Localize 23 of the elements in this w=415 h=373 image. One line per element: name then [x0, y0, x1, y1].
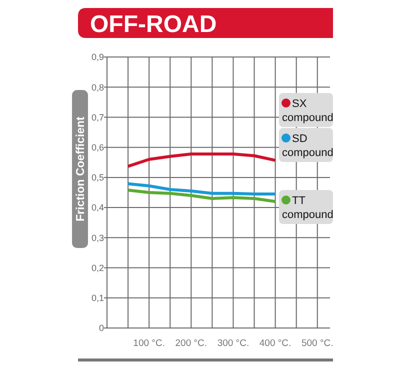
y-tick-label: 0,9: [91, 52, 104, 62]
x-tick-label: 100 °C.: [133, 338, 165, 349]
y-tick-label: 0,4: [91, 202, 104, 213]
y-tick-label: 0,8: [91, 82, 104, 92]
line-series: [126, 188, 277, 204]
legend-label: SX compound: [282, 98, 334, 124]
y-tick-label: 0: [98, 323, 104, 334]
x-tick-label: 400 °C.: [259, 338, 292, 349]
y-tick-label: 0,1: [91, 293, 104, 304]
x-tick-label: 200 °C.: [175, 338, 208, 349]
x-tick-label: 300 °C.: [217, 338, 250, 349]
legend-label: TT compound: [282, 195, 334, 221]
y-tick-label: 0,2: [91, 262, 104, 273]
chart-title: OFF-ROAD: [90, 11, 217, 38]
y-axis-title: Friction Coefficient: [75, 116, 87, 222]
y-tick-label: 0,3: [91, 232, 104, 243]
line-series: [126, 182, 277, 196]
y-tick-label: 0,5: [91, 172, 104, 183]
line-series: [126, 152, 277, 168]
y-tick-label: 0,6: [91, 142, 104, 152]
y-tick-label: 0,7: [91, 112, 104, 122]
legend-label: SD compound: [282, 133, 334, 159]
x-tick-label: 500 °C.: [301, 338, 334, 349]
